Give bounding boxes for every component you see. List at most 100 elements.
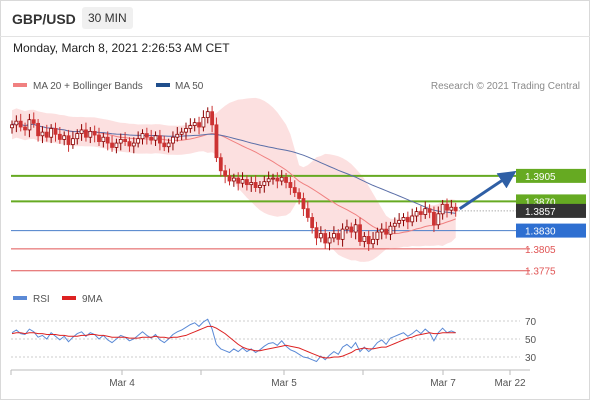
level-label-1.3805: 1.3805	[525, 245, 556, 256]
candle	[240, 172, 245, 188]
candle-body	[36, 122, 40, 137]
candle-body	[175, 133, 180, 138]
candle	[414, 207, 419, 222]
candle-body	[144, 133, 149, 138]
candle-body	[192, 122, 197, 126]
x-tick-label: Mar 22	[494, 378, 526, 389]
candle-body	[71, 138, 75, 145]
candle-body	[210, 111, 215, 126]
ma50-legend-swatch	[156, 83, 170, 87]
candlesticks	[10, 105, 458, 252]
candle	[375, 227, 380, 246]
candle-body	[327, 237, 332, 244]
candle-body	[384, 228, 389, 235]
candle-body	[249, 182, 254, 186]
candle	[244, 175, 249, 191]
candle-body	[297, 192, 302, 199]
candle	[101, 132, 106, 148]
candle	[440, 199, 445, 220]
candle-body	[379, 228, 384, 233]
candle-body	[314, 227, 319, 239]
candle	[340, 223, 345, 247]
rsi-panel: 70 50 30	[11, 317, 537, 364]
candle-body	[349, 226, 354, 233]
candle-body	[105, 136, 110, 144]
candle-body	[253, 182, 258, 188]
candle-body	[149, 136, 154, 141]
level-label-text: 1.3805	[525, 245, 556, 256]
candle	[14, 115, 19, 133]
candle-body	[449, 206, 454, 211]
candle	[92, 125, 97, 143]
candle	[205, 107, 210, 124]
candle	[327, 232, 332, 251]
candle	[84, 122, 88, 142]
candle	[71, 131, 75, 149]
candle	[79, 124, 84, 141]
candle	[423, 201, 428, 219]
rsi-level-label: 50	[525, 335, 537, 346]
candle	[292, 180, 297, 198]
candle-body	[227, 175, 232, 182]
candle-body	[345, 226, 349, 230]
ma20-legend-label: MA 20 + Bollinger Bands	[33, 81, 143, 92]
candle	[432, 206, 436, 233]
candle	[210, 105, 215, 133]
candle-body	[445, 203, 449, 211]
level-label-1.3857: 1.3857	[516, 203, 586, 218]
price-legend: MA 20 + Bollinger Bands MA 50 Research ©…	[13, 81, 580, 92]
candle	[10, 120, 14, 134]
candle-body	[275, 177, 280, 182]
candle	[405, 211, 410, 230]
candle-body	[23, 126, 27, 131]
candle-body	[75, 133, 80, 140]
candle-body	[262, 181, 267, 186]
level-lines	[11, 174, 530, 272]
candle-body	[310, 217, 315, 229]
chart-datetime: Monday, March 8, 2021 2:26:53 AM CET	[13, 41, 230, 55]
candle	[271, 173, 275, 185]
candle-body	[366, 236, 371, 245]
candle-body	[353, 224, 358, 233]
level-label-1.3830: 1.3830	[516, 223, 586, 238]
ma20-legend-swatch	[13, 83, 27, 87]
candle	[262, 175, 267, 193]
candle-body	[258, 184, 262, 188]
rsi-line	[11, 318, 456, 363]
candle	[40, 126, 45, 144]
candle-body	[179, 131, 184, 135]
candle	[223, 164, 228, 184]
rsi-ma-legend-swatch	[62, 296, 76, 300]
candle	[349, 222, 354, 238]
symbol-label: GBP/USD	[12, 11, 76, 27]
candle	[288, 176, 293, 195]
candle	[162, 135, 167, 152]
candle	[184, 122, 188, 140]
candle	[318, 226, 323, 243]
candle-body	[140, 133, 145, 140]
candle-body	[371, 238, 375, 245]
candle	[388, 221, 393, 241]
candle-body	[440, 203, 445, 215]
candle-body	[114, 142, 119, 148]
rsi-level-label: 70	[525, 317, 537, 328]
candle	[53, 122, 58, 142]
candle-body	[223, 170, 228, 177]
candle	[418, 205, 423, 222]
candle-body	[405, 217, 410, 223]
interval-button[interactable]: 30 MIN	[82, 7, 133, 29]
candle	[227, 168, 232, 186]
candle-body	[88, 130, 93, 138]
candle-body	[331, 233, 336, 239]
candle-body	[162, 142, 167, 148]
candle	[436, 206, 441, 230]
candle-body	[418, 211, 423, 215]
candle-body	[62, 135, 67, 140]
candle-body	[18, 120, 23, 128]
candle	[197, 116, 201, 135]
candle	[166, 138, 171, 153]
candle	[153, 131, 158, 146]
candle-body	[266, 178, 271, 183]
candle	[392, 217, 397, 234]
candle-body	[101, 136, 106, 142]
